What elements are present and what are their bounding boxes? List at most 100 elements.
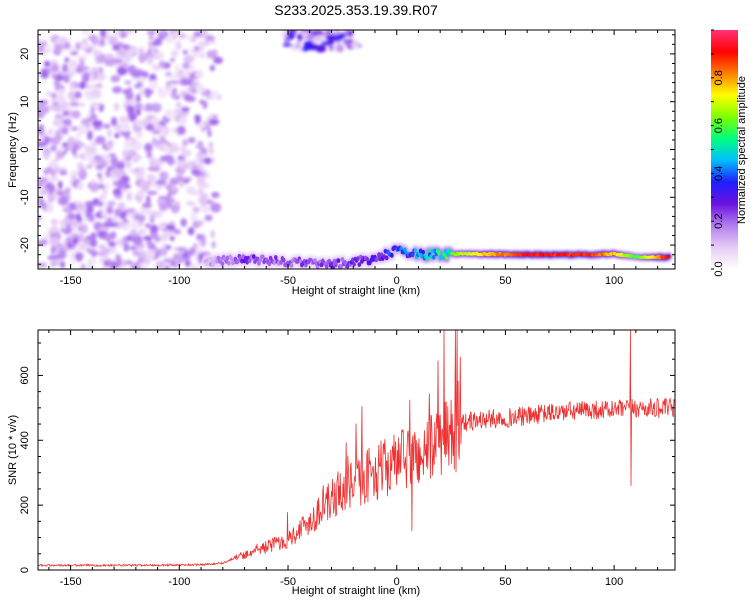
spectrogram-noise-blob bbox=[210, 230, 215, 239]
spectrogram-noise-blob bbox=[96, 73, 105, 82]
spectrogram-noise-blob bbox=[106, 206, 114, 215]
spectrogram-upper-band-blob bbox=[351, 41, 360, 49]
x-tick-label: 50 bbox=[499, 576, 511, 588]
spectrogram-upper-band-blob bbox=[299, 30, 310, 35]
y-tick-label: 10 bbox=[19, 96, 31, 108]
snr-x-ticks: -150 -100 -50 0 50 100 bbox=[48, 330, 659, 588]
spectrogram-noise-blob bbox=[213, 56, 223, 64]
spectrogram-track-cell bbox=[334, 262, 338, 268]
y-tick-label: 400 bbox=[19, 431, 31, 449]
spectrogram-noise-blob bbox=[107, 201, 116, 207]
x-tick-label: 0 bbox=[394, 576, 400, 588]
spectrogram-noise-blob bbox=[183, 55, 195, 64]
spectrogram-noise-blob bbox=[182, 50, 189, 55]
spectrogram-noise-blob bbox=[89, 184, 99, 193]
spectrogram-noise-blob bbox=[117, 49, 128, 58]
spectrogram-noise-blob bbox=[147, 89, 154, 94]
colorbar: 0.0 0.2 0.4 0.6 0.8 Normalized spectral ampl… bbox=[711, 29, 748, 277]
snr-panel: -150 -100 -50 0 50 100 0 200 400 600 Height of s… bbox=[7, 329, 676, 597]
spectrogram-noise-blob bbox=[137, 76, 148, 83]
spectrogram-noise-blob bbox=[121, 44, 131, 50]
spectrogram-noise-blob bbox=[200, 147, 208, 156]
x-tick-label: 100 bbox=[605, 576, 623, 588]
spectrogram-noise-blob bbox=[93, 69, 98, 80]
spectrogram-x-axis-title: Height of straight line (km) bbox=[292, 285, 420, 297]
spectrogram-noise-blob bbox=[125, 139, 133, 146]
spectrogram-noise-blob bbox=[38, 216, 42, 221]
spectrogram-noise-blob bbox=[151, 102, 162, 113]
spectrogram-noise-blob bbox=[64, 42, 71, 49]
spectrogram-noise-blob bbox=[185, 186, 196, 195]
spectrogram-noise-blob bbox=[153, 37, 163, 46]
spectrogram-noise-blob bbox=[125, 160, 132, 169]
spectrogram-noise-blob bbox=[74, 91, 82, 99]
spectrogram-noise-blob bbox=[105, 30, 111, 39]
spectrogram-noise-blob bbox=[76, 181, 84, 191]
spectrogram-noise-blob bbox=[180, 78, 191, 86]
spectrogram-noise-blob bbox=[144, 144, 153, 153]
spectrogram-track-cell bbox=[421, 249, 426, 255]
spectrogram-noise-blob bbox=[158, 248, 168, 257]
snr-y-ticks: 0 200 400 600 bbox=[19, 342, 675, 573]
spectrogram-noise-blob bbox=[190, 169, 201, 175]
x-tick-label: -100 bbox=[168, 576, 190, 588]
spectrogram-noise-blob bbox=[56, 190, 65, 196]
spectrogram-noise-blob bbox=[117, 202, 126, 212]
spectrogram-track-cell bbox=[390, 252, 394, 258]
spectrogram-noise-blob bbox=[192, 263, 201, 269]
spectrogram-noise-blob bbox=[172, 87, 178, 96]
spectrogram-noise-blob bbox=[42, 40, 48, 47]
x-tick-label: -100 bbox=[168, 275, 190, 287]
spectrogram-track-cell bbox=[240, 258, 244, 264]
spectrogram-noise-blob bbox=[203, 157, 212, 165]
snr-frame bbox=[37, 329, 676, 571]
spectrogram-noise-blob bbox=[86, 112, 92, 118]
spectrogram-track-cell bbox=[289, 263, 294, 268]
spectrogram-noise-blob bbox=[205, 172, 210, 178]
spectrogram-track-cell bbox=[220, 261, 225, 267]
spectrogram-track-cell bbox=[204, 261, 209, 267]
spectrogram-noise-blob bbox=[129, 47, 139, 54]
spectrogram-noise-blob bbox=[192, 220, 201, 229]
spectrogram-noise-blob bbox=[149, 215, 155, 224]
spectrogram-noise-blob bbox=[169, 235, 175, 242]
spectrogram-noise-blob bbox=[117, 42, 125, 47]
spectrogram-track-cell bbox=[377, 252, 381, 258]
spectrogram-noise-blob bbox=[186, 35, 193, 41]
spectrogram-noise-blob bbox=[146, 151, 153, 159]
spectrogram-noise-blob bbox=[74, 252, 84, 262]
spectrogram-noise-blob bbox=[150, 232, 158, 239]
spectrogram-noise-blob bbox=[53, 42, 64, 52]
colorbar-ticks: 0.0 0.2 0.4 0.6 0.8 bbox=[711, 29, 725, 277]
spectrogram-noise-blob bbox=[146, 249, 156, 260]
spectrogram-noise-blob bbox=[157, 90, 165, 99]
spectrogram-noise-blob bbox=[155, 260, 166, 269]
spectrogram-noise-blob bbox=[84, 200, 95, 207]
spectrogram-noise-blob bbox=[88, 261, 95, 267]
spectrogram-noise-blob bbox=[63, 74, 70, 84]
spectrogram-noise-blob bbox=[200, 234, 206, 243]
spectrogram-noise-blob bbox=[56, 257, 61, 267]
spectrogram-noise-blob bbox=[159, 201, 169, 212]
spectrogram-noise-blob bbox=[95, 83, 103, 89]
spectrogram-track-cell bbox=[274, 255, 278, 260]
spectrogram-noise-blob bbox=[163, 144, 170, 154]
spectrogram-noise-blob bbox=[207, 129, 212, 138]
spectrogram-noise-blob bbox=[90, 106, 95, 115]
spectrogram-noise-blob bbox=[175, 40, 182, 51]
spectrogram-noise-blob bbox=[100, 30, 107, 37]
spectrogram-noise-blob bbox=[95, 38, 101, 46]
spectrogram-noise-blob bbox=[146, 190, 158, 195]
spectrogram-noise-blob bbox=[181, 107, 190, 112]
spectrogram-noise-blob bbox=[55, 94, 66, 105]
spectrogram-noise-blob bbox=[114, 132, 120, 139]
spectrogram-noise-blob bbox=[62, 118, 72, 126]
spectrogram-noise-blob bbox=[204, 199, 214, 204]
spectrogram-upper-band-blob bbox=[326, 34, 338, 42]
spectrogram-noise-blob bbox=[174, 175, 185, 182]
spectrogram-noise-blob bbox=[198, 252, 204, 262]
spectrogram-noise-blob bbox=[57, 146, 66, 152]
spectrogram-noise-blob bbox=[164, 265, 170, 269]
